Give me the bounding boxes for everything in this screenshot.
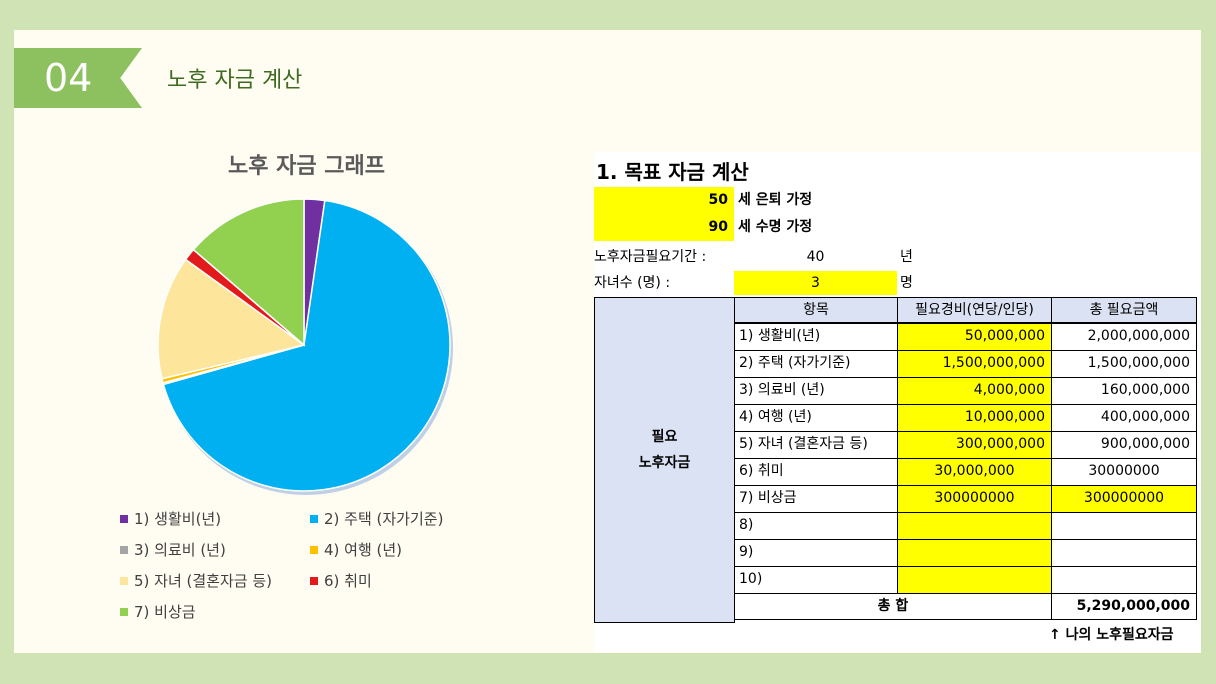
row-cost[interactable]: 4,000,000 bbox=[897, 377, 1052, 405]
row-item: 9) bbox=[734, 539, 898, 567]
row-item: 5) 자녀 (결혼자금 등) bbox=[734, 431, 898, 459]
life-age-label: 세 수명 가정 bbox=[738, 219, 813, 235]
row-total[interactable]: 30000000 bbox=[1051, 458, 1197, 486]
side-label-line1: 필요 bbox=[651, 429, 678, 445]
row-total[interactable] bbox=[1051, 539, 1197, 567]
legend-label: 4) 여행 (년) bbox=[324, 541, 403, 559]
row-item: 10) bbox=[734, 566, 898, 594]
row-cost[interactable]: 300,000,000 bbox=[897, 431, 1052, 459]
pie-slice bbox=[162, 199, 451, 492]
period-label: 노후자금필요기간 : bbox=[594, 249, 707, 265]
sheet-title: 1. 목표 자금 계산 bbox=[596, 160, 749, 184]
row-total[interactable]: 1,500,000,000 bbox=[1051, 350, 1197, 378]
row-total[interactable] bbox=[1051, 566, 1197, 594]
row-total[interactable]: 900,000,000 bbox=[1051, 431, 1197, 459]
row-item: 4) 여행 (년) bbox=[734, 404, 898, 432]
footnote: ↑ 나의 노후필요자금 bbox=[1049, 627, 1174, 643]
children-unit: 명 bbox=[900, 275, 913, 291]
legend-item: 3) 의료비 (년) bbox=[120, 539, 226, 560]
legend-label: 2) 주택 (자가기준) bbox=[324, 510, 444, 528]
row-total[interactable]: 400,000,000 bbox=[1051, 404, 1197, 432]
legend-swatch bbox=[120, 608, 128, 616]
legend-item: 2) 주택 (자가기준) bbox=[310, 508, 443, 529]
row-item: 7) 비상금 bbox=[734, 485, 898, 513]
row-total[interactable] bbox=[1051, 512, 1197, 540]
row-total[interactable]: 2,000,000,000 bbox=[1051, 323, 1197, 351]
spreadsheet: 1. 목표 자금 계산 50 세 은퇴 가정 90 세 수명 가정 노후자금필요… bbox=[594, 152, 1201, 652]
pie-slice bbox=[192, 198, 305, 347]
row-item: 8) bbox=[734, 512, 898, 540]
row-total[interactable]: 160,000,000 bbox=[1051, 377, 1197, 405]
period-unit: 년 bbox=[900, 249, 913, 265]
row-cost[interactable]: 1,500,000,000 bbox=[897, 350, 1052, 378]
header-cost: 필요경비(연당/인당) bbox=[897, 297, 1052, 323]
retire-age-label: 세 은퇴 가정 bbox=[738, 192, 813, 208]
legend-label: 6) 취미 bbox=[324, 572, 372, 590]
row-cost[interactable]: 30,000,000 bbox=[897, 458, 1052, 486]
life-age-cell[interactable]: 90 bbox=[594, 214, 734, 241]
row-item: 1) 생활비(년) bbox=[734, 323, 898, 351]
legend-swatch bbox=[310, 546, 318, 554]
legend-label: 7) 비상금 bbox=[134, 603, 196, 621]
row-cost[interactable]: 300000000 bbox=[897, 485, 1052, 513]
row-cost[interactable] bbox=[897, 566, 1052, 594]
legend-item: 5) 자녀 (결혼자금 등) bbox=[120, 570, 272, 591]
legend-item: 6) 취미 bbox=[310, 570, 372, 591]
sum-label: 총 합 bbox=[734, 593, 1052, 620]
legend-label: 1) 생활비(년) bbox=[134, 510, 222, 528]
side-label-line2: 노후자금 bbox=[638, 455, 691, 471]
row-item: 2) 주택 (자가기준) bbox=[734, 350, 898, 378]
row-total[interactable]: 300000000 bbox=[1051, 485, 1197, 513]
chart-title: 노후 자금 그래프 bbox=[228, 154, 385, 179]
legend-swatch bbox=[310, 515, 318, 523]
row-item: 6) 취미 bbox=[734, 458, 898, 486]
pie-slice bbox=[157, 258, 306, 380]
legend-item: 7) 비상금 bbox=[120, 601, 196, 622]
row-cost[interactable] bbox=[897, 512, 1052, 540]
children-label: 자녀수 (명) : bbox=[594, 275, 671, 291]
header-item: 항목 bbox=[734, 297, 898, 323]
slide-title: 노후 자금 계산 bbox=[167, 68, 303, 93]
row-cost[interactable]: 10,000,000 bbox=[897, 404, 1052, 432]
legend-item: 1) 생활비(년) bbox=[120, 508, 221, 529]
pie-chart bbox=[157, 198, 453, 495]
sum-value[interactable]: 5,290,000,000 bbox=[1051, 593, 1197, 620]
side-label: 필요 노후자금 bbox=[594, 297, 735, 623]
slide: 04 노후 자금 계산 노후 자금 그래프 1) 생활비(년) 2) 주택 (자가… bbox=[14, 30, 1201, 653]
legend-swatch bbox=[120, 515, 128, 523]
row-cost[interactable]: 50,000,000 bbox=[897, 323, 1052, 351]
header-total: 총 필요금액 bbox=[1051, 297, 1197, 323]
legend-swatch bbox=[310, 577, 318, 585]
legend-swatch bbox=[120, 577, 128, 585]
legend-label: 3) 의료비 (년) bbox=[134, 541, 226, 559]
children-value[interactable]: 3 bbox=[734, 271, 897, 295]
row-cost[interactable] bbox=[897, 539, 1052, 567]
legend-swatch bbox=[120, 546, 128, 554]
retire-age-cell[interactable]: 50 bbox=[594, 187, 734, 214]
period-value[interactable]: 40 bbox=[806, 249, 825, 265]
legend-item: 4) 여행 (년) bbox=[310, 539, 402, 560]
legend-label: 5) 자녀 (결혼자금 등) bbox=[134, 572, 273, 590]
row-item: 3) 의료비 (년) bbox=[734, 377, 898, 405]
